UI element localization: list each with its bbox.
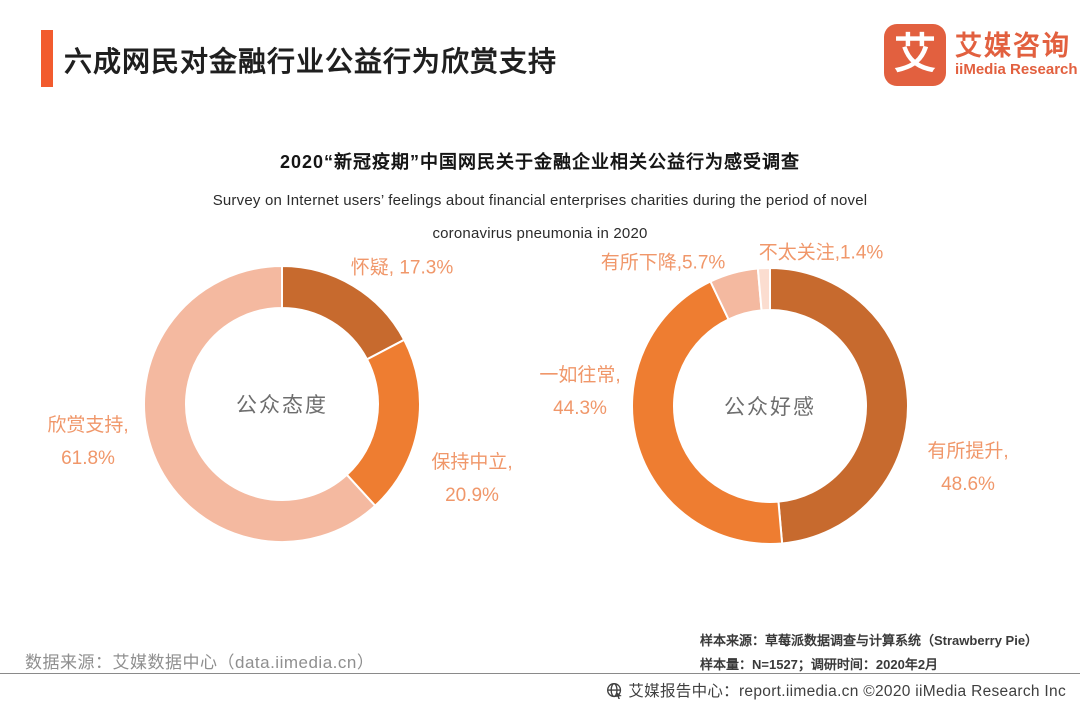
chart-subtitle-line1: Survey on Internet users’ feelings about… [212,192,868,209]
sample-source-note: 样本来源：草莓派数据调查与计算系统（Strawberry Pie） [700,633,1039,648]
sample-size-note: 样本量：N=1527；调研时间：2020年2月 [700,657,939,672]
slice-label-保持中立: 保持中立, 20.9% [431,452,513,506]
data-source-note: 数据来源：艾媒数据中心（data.iimedia.cn） [25,653,375,672]
iimedia-logo: 艾 艾媒咨询 iiMedia Research [884,24,1078,86]
donut-slice-不太关注 [756,266,771,312]
slice-label-有所提升: 有所提升, 48.6% [927,441,1009,495]
footer: 艾媒报告中心：report.iimedia.cn ©2020 iiMedia R… [606,679,1066,701]
footer-divider [0,673,1080,674]
slice-label-有所下降: 有所下降,5.7% [600,252,726,274]
globe-icon [607,682,623,699]
donut-center-label-attitude: 公众态度 [236,394,328,417]
slice-label-不太关注: 不太关注,1.4% [758,242,884,264]
slice-label-欣赏支持: 欣赏支持, 61.8% [47,415,129,469]
slice-label-怀疑: 怀疑, 17.3% [350,257,454,279]
title-accent-bar [41,30,53,87]
slice-label-一如往常: 一如往常, 44.3% [539,365,621,419]
page-title: 六成网民对金融行业公益行为欣赏支持 [64,46,558,77]
donut-slice-保持中立 [345,338,421,508]
chart-title: 2020“新冠疫期”中国网民关于金融企业相关公益行为感受调查 [279,152,801,172]
logo-name-cn: 艾媒咨询 [955,31,1071,61]
footer-text: 艾媒报告中心：report.iimedia.cn ©2020 iiMedia R… [628,683,1066,700]
logo-text: 艾媒咨询 iiMedia Research [955,31,1078,79]
chart-subtitle-line2: coronavirus pneumonia in 2020 [432,225,648,242]
logo-name-en: iiMedia Research [955,61,1078,78]
donut-center-label-favor: 公众好感 [724,396,816,419]
iimedia-logo-icon: 艾 [884,24,946,86]
